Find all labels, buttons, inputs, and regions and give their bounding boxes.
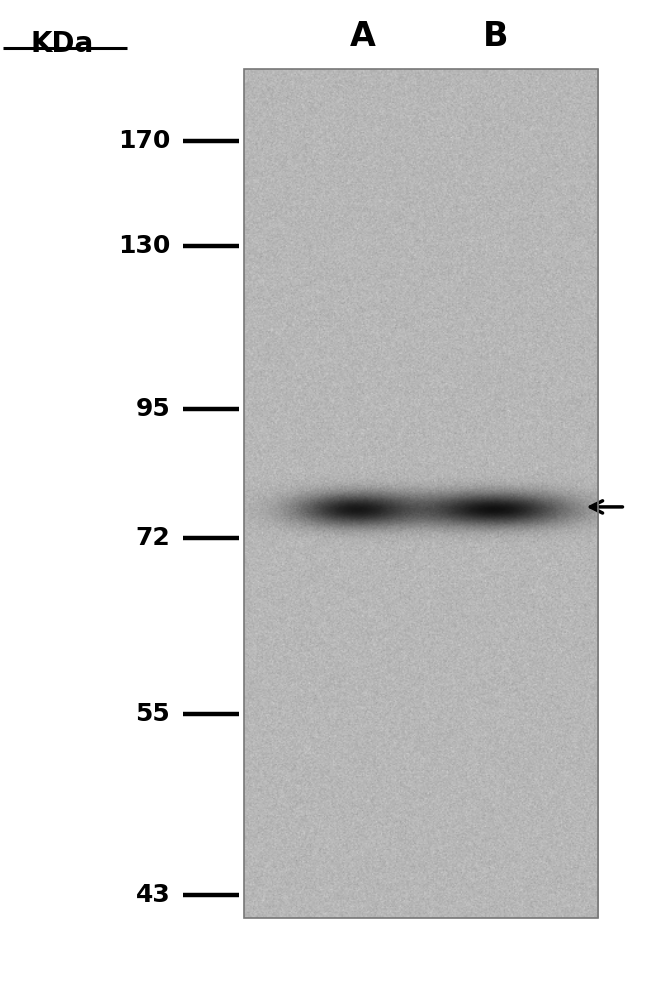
- Text: KDa: KDa: [30, 30, 94, 58]
- Text: 170: 170: [118, 129, 170, 153]
- Bar: [244, 69, 598, 918]
- Text: 55: 55: [136, 702, 170, 726]
- Text: 72: 72: [136, 526, 170, 550]
- Text: 130: 130: [118, 234, 170, 258]
- Text: B: B: [482, 20, 508, 54]
- Text: 95: 95: [136, 397, 170, 421]
- Text: 43: 43: [136, 883, 170, 907]
- Text: A: A: [350, 20, 376, 54]
